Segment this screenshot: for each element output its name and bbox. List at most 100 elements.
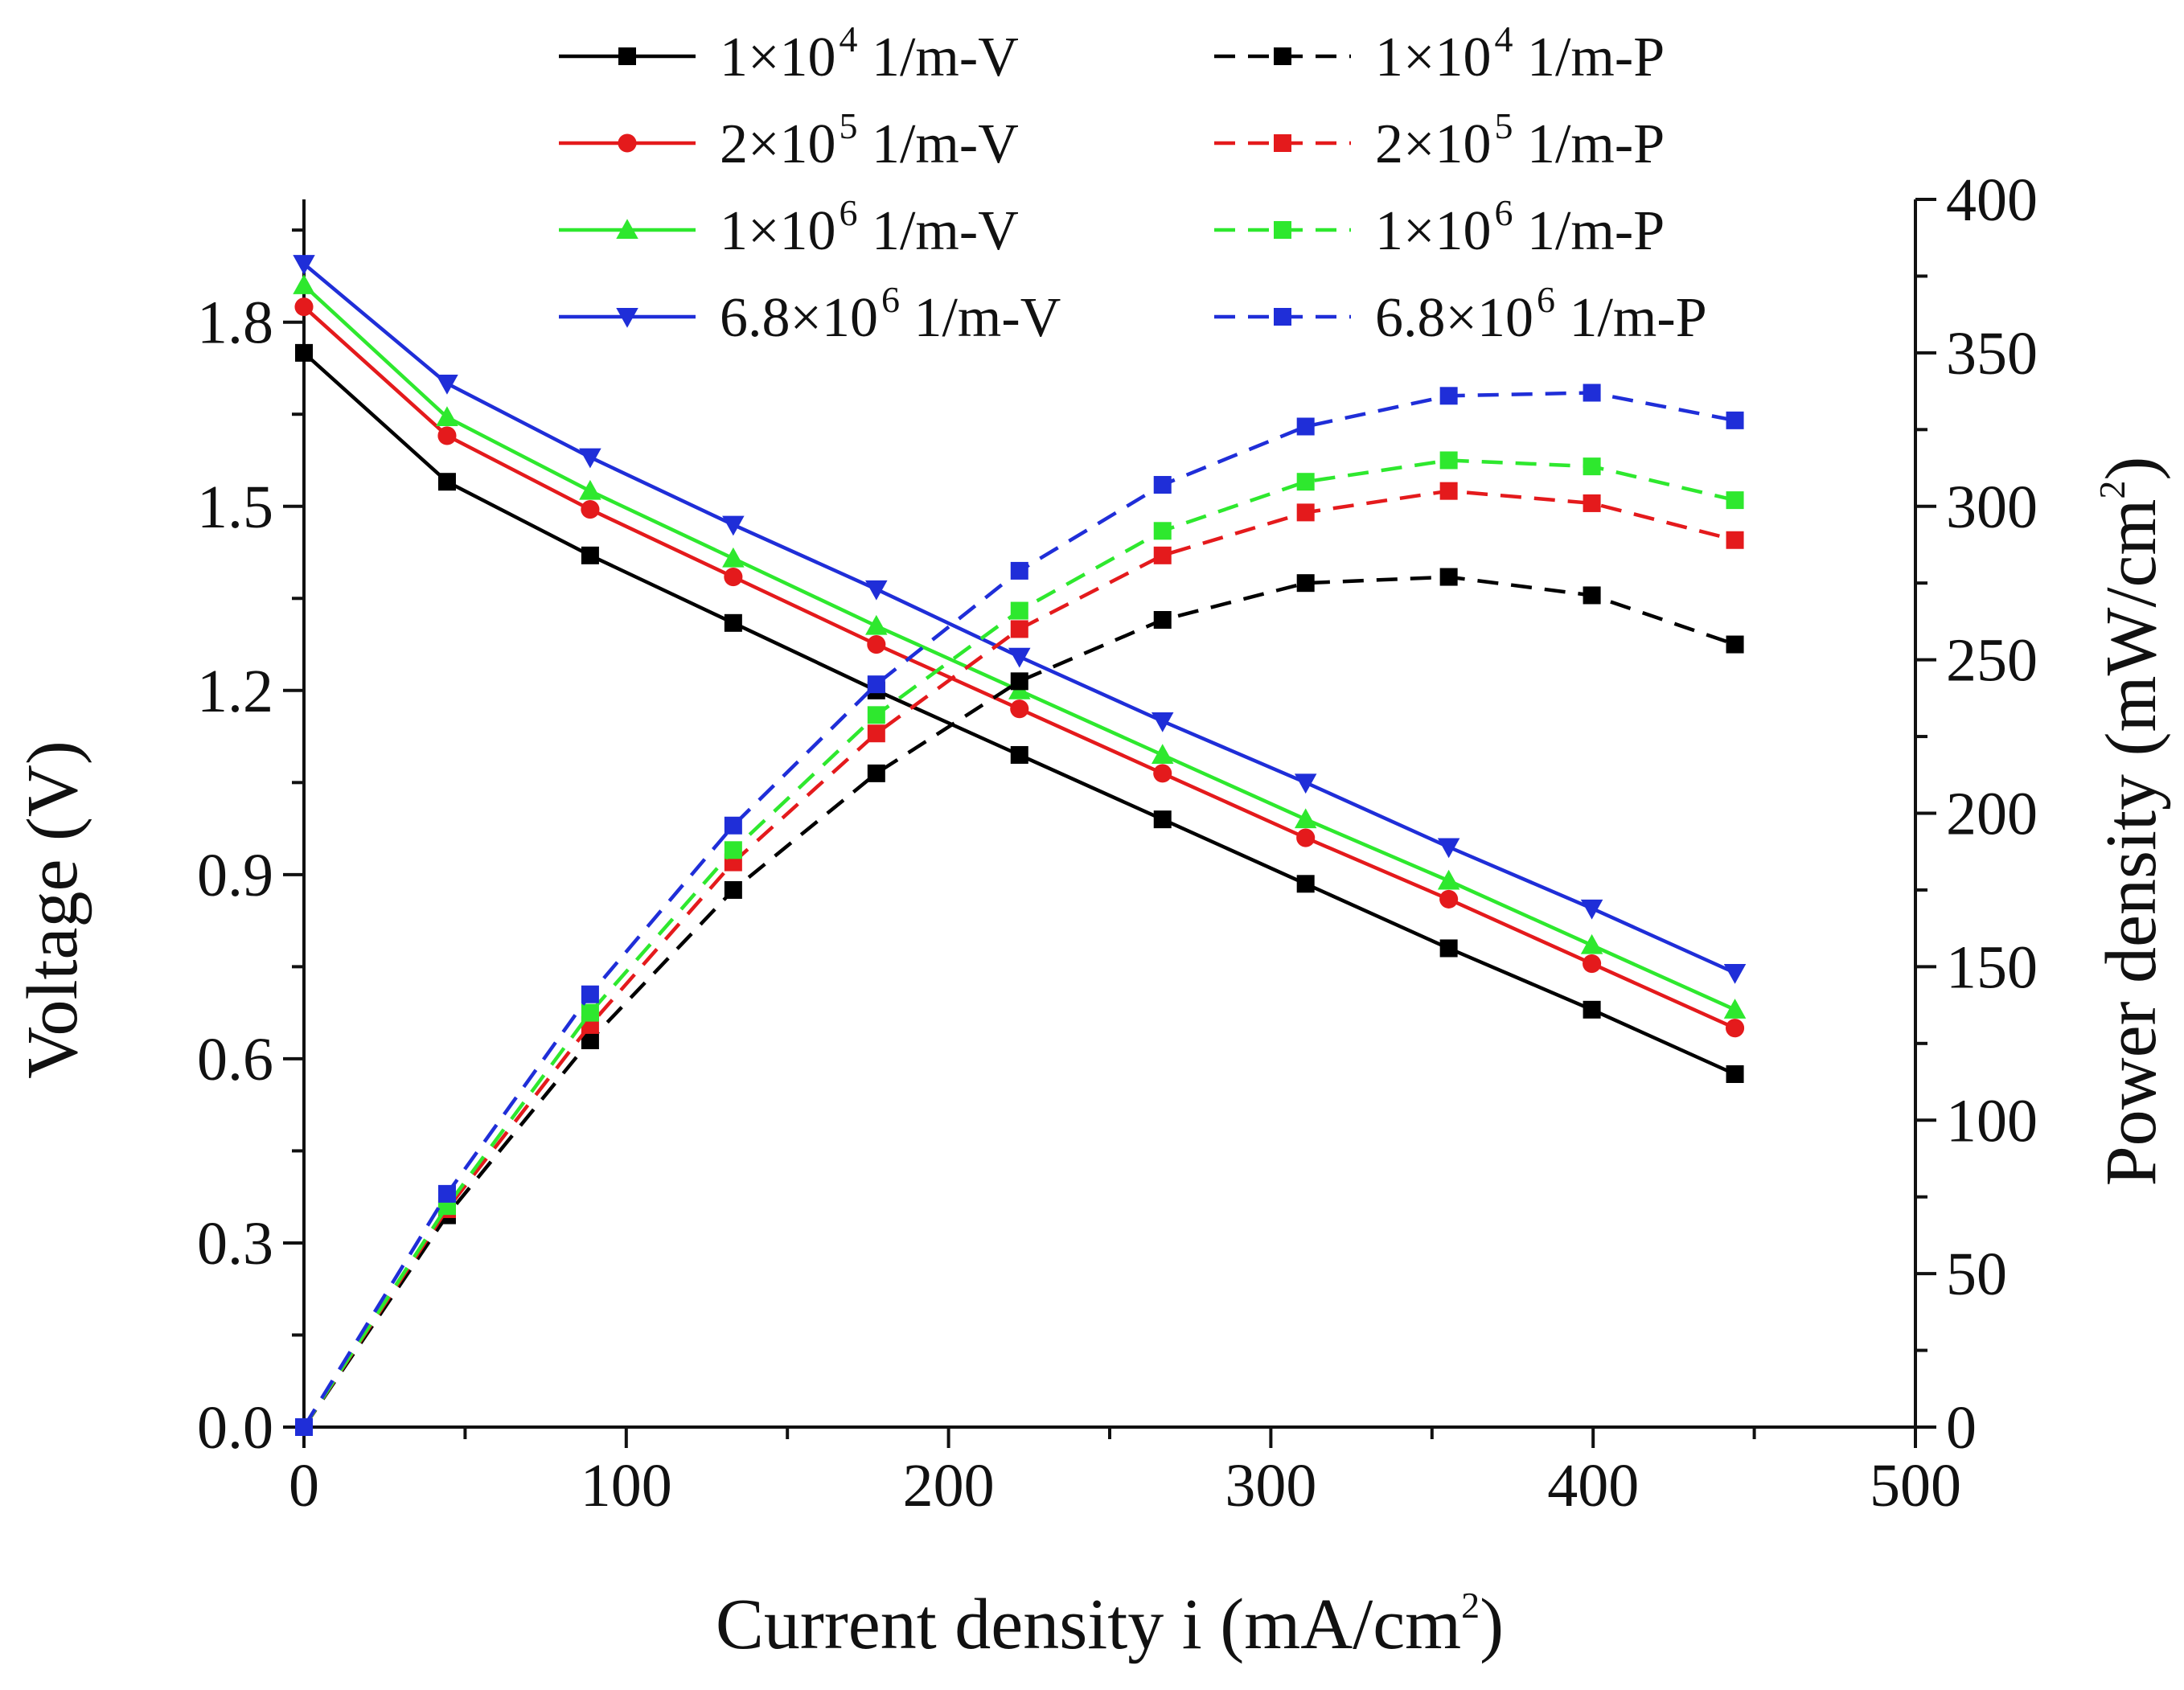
y-axis-right: 0 50 100 150 200 250 300 350 400 <box>1915 166 2038 1462</box>
data-point <box>293 255 315 275</box>
y-right-tick-label: 100 <box>1946 1087 2038 1155</box>
data-point <box>1008 647 1031 668</box>
y-left-tick-label: 0.0 <box>197 1394 273 1462</box>
data-point <box>1296 828 1316 847</box>
data-point <box>1583 384 1601 402</box>
data-point <box>437 1184 456 1203</box>
data-point <box>581 1003 599 1022</box>
legend-label: 1×106 1/m-V <box>720 192 1019 262</box>
x-tick-label: 300 <box>1225 1452 1316 1520</box>
axis-titles: Current density i (mA/cm2) Voltage (V) Pow… <box>13 457 2171 1664</box>
data-point <box>295 1418 313 1436</box>
data-point <box>724 568 743 587</box>
data-point <box>1010 745 1028 764</box>
series-line <box>302 575 1736 1429</box>
y-left-tick-label: 0.3 <box>197 1210 273 1278</box>
legend-entry-7: 6.8×106 1/m-P <box>1214 279 1707 349</box>
y-right-tick-label: 300 <box>1946 474 2038 541</box>
legend-marker <box>616 219 638 239</box>
data-point <box>722 547 745 568</box>
data-point <box>1726 1064 1744 1083</box>
data-point <box>581 985 599 1003</box>
data-point <box>1296 574 1315 593</box>
y-left-tick-label: 0.9 <box>197 842 273 909</box>
series-5 <box>295 482 1744 1436</box>
data-point <box>579 479 601 500</box>
data-point <box>1439 451 1458 470</box>
data-point <box>867 764 885 782</box>
legend-marker <box>618 47 636 65</box>
data-point <box>1010 561 1028 580</box>
data-point <box>1580 933 1603 954</box>
legend-entry-6: 1×106 1/m-P <box>1214 192 1665 262</box>
data-point <box>1723 964 1747 984</box>
data-point <box>1010 699 1029 719</box>
data-point <box>865 614 888 635</box>
series-0 <box>295 343 1744 1083</box>
data-point <box>724 613 742 632</box>
legend-marker <box>1274 308 1291 326</box>
data-point <box>1153 476 1172 494</box>
data-point <box>724 841 742 859</box>
y-left-tick-label: 1.2 <box>197 658 273 725</box>
data-point <box>1583 1000 1601 1019</box>
data-point <box>1153 522 1172 540</box>
x-axis: 0 100 200 300 400 500 <box>289 1427 1961 1520</box>
y-right-tick-label: 400 <box>1946 166 2038 234</box>
legend-label: 2×105 1/m-P <box>1375 105 1665 175</box>
series-line <box>302 391 1736 1429</box>
legend-entry-0: 1×104 1/m-V <box>559 18 1019 88</box>
data-point <box>1010 672 1028 691</box>
data-point <box>722 515 745 536</box>
x-tick-label: 100 <box>581 1452 672 1520</box>
data-point <box>1296 875 1315 893</box>
data-point <box>1153 764 1172 783</box>
x-tick-label: 0 <box>289 1452 319 1520</box>
data-point <box>1583 494 1601 512</box>
data-point <box>1294 773 1317 794</box>
legend-label: 1×104 1/m-V <box>720 18 1019 88</box>
data-point <box>867 706 885 724</box>
data-point <box>1296 473 1315 491</box>
data-point <box>724 816 742 835</box>
series-line <box>302 489 1736 1429</box>
data-point <box>1583 954 1602 974</box>
data-point <box>294 297 314 317</box>
y-right-tick-label: 150 <box>1946 933 2038 1001</box>
data-point <box>295 343 313 362</box>
data-point <box>1294 808 1317 829</box>
legend-label: 2×105 1/m-V <box>720 105 1019 175</box>
data-point <box>1726 635 1744 654</box>
y-right-tick-label: 200 <box>1946 781 2038 848</box>
data-point <box>436 375 458 395</box>
data-point <box>1726 491 1744 510</box>
x-axis-title: Current density i (mA/cm2) <box>716 1585 1504 1664</box>
legend-label: 6.8×106 1/m-P <box>1375 279 1707 349</box>
data-point <box>1723 999 1747 1019</box>
data-point <box>1439 387 1458 405</box>
data-point <box>1151 744 1174 764</box>
data-point <box>1583 457 1601 476</box>
data-point <box>581 1031 599 1049</box>
data-point <box>1296 503 1315 522</box>
data-point <box>1010 601 1028 620</box>
legend-marker <box>618 133 637 153</box>
data-point <box>1583 586 1601 605</box>
legend-entry-5: 2×105 1/m-P <box>1214 105 1665 175</box>
y-right-tick-label: 50 <box>1946 1241 2007 1308</box>
data-point <box>1153 546 1172 564</box>
legend-label: 6.8×106 1/m-V <box>720 279 1061 349</box>
legend-label: 1×106 1/m-P <box>1375 192 1665 262</box>
data-point <box>867 675 885 694</box>
y-left-axis-title: Voltage (V) <box>13 740 92 1079</box>
data-point <box>1726 531 1744 549</box>
legend-entry-1: 2×105 1/m-V <box>559 105 1019 175</box>
series-1 <box>294 297 1745 1038</box>
legend-marker <box>1274 134 1291 152</box>
y-right-axis-title: Power density (mW/cm2) <box>2092 457 2171 1187</box>
x-tick-label: 400 <box>1547 1452 1639 1520</box>
legend-label: 1×104 1/m-P <box>1375 18 1665 88</box>
y-right-tick-label: 0 <box>1946 1394 1977 1462</box>
data-point <box>437 473 456 491</box>
